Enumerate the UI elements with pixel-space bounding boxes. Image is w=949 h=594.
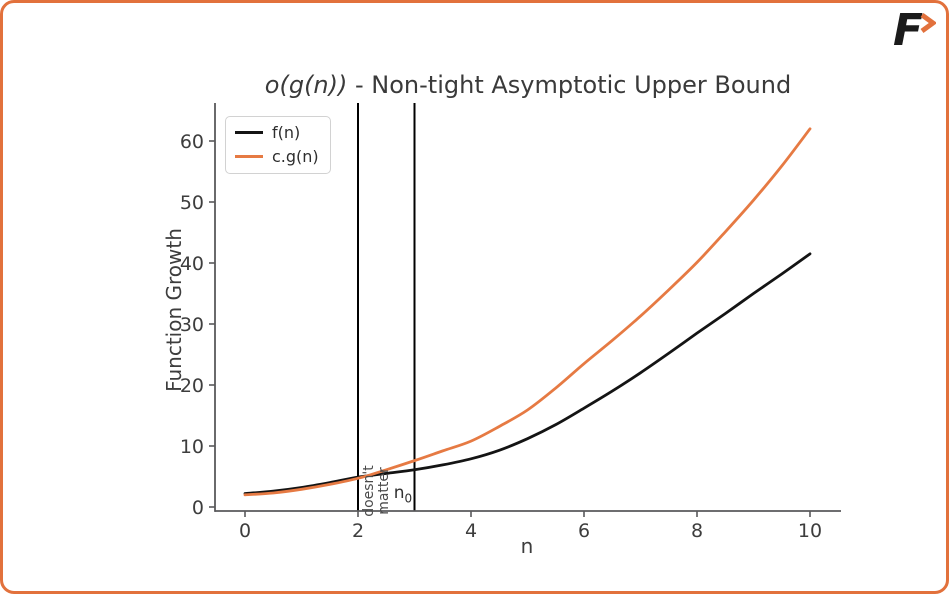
title-math-part: o(g(n)) — [264, 71, 348, 99]
logo-letter: F — [892, 5, 923, 56]
annotation-line: matter — [375, 467, 392, 515]
x-tick-label: 2 — [352, 520, 364, 542]
legend-label: c.g(n) — [272, 147, 319, 166]
annotation-n0-sub: 0 — [404, 491, 413, 506]
legend: f(n) c.g(n) — [225, 116, 331, 174]
x-tick-label: 0 — [239, 520, 251, 542]
x-axis-label: n — [520, 534, 534, 558]
y-tick-label: 40 — [180, 253, 204, 275]
annotation-line: doesn't — [360, 465, 377, 517]
curve-c.g(n) — [243, 127, 812, 497]
legend-entry: c.g(n) — [235, 147, 319, 166]
chevron-right-icon — [920, 12, 936, 34]
x-tick-label: 8 — [691, 520, 703, 542]
x-tick-label: 6 — [578, 520, 590, 542]
y-tick-label: 50 — [180, 192, 204, 214]
curve-f(n) — [243, 252, 812, 495]
annotation-doesnt-matter: doesn't matter — [360, 463, 392, 519]
legend-line-sample — [235, 131, 263, 134]
title-text-part: - Non-tight Asymptotic Upper Bound — [347, 71, 792, 99]
plot-area: 0 2 4 6 8 10 0 10 20 30 40 50 60 — [180, 103, 841, 542]
y-axis-label: Function Growth — [162, 228, 186, 392]
x-tick-label: 4 — [465, 520, 477, 542]
annotation-n0-base: n — [393, 482, 405, 503]
x-tick-label: 10 — [798, 520, 822, 542]
annotation-n0: n0 — [394, 483, 412, 505]
legend-label: f(n) — [272, 123, 301, 142]
chart-title: o(g(n)) - Non-tight Asymptotic Upper Bou… — [215, 71, 841, 99]
legend-entry: f(n) — [235, 123, 319, 142]
brand-logo: F — [893, 9, 936, 53]
y-tick-label: 30 — [180, 314, 204, 336]
y-tick-label: 0 — [192, 497, 204, 519]
y-tick-label: 60 — [180, 131, 204, 153]
legend-line-sample — [235, 155, 263, 158]
y-tick-label: 20 — [180, 375, 204, 397]
y-tick-label: 10 — [180, 436, 204, 458]
